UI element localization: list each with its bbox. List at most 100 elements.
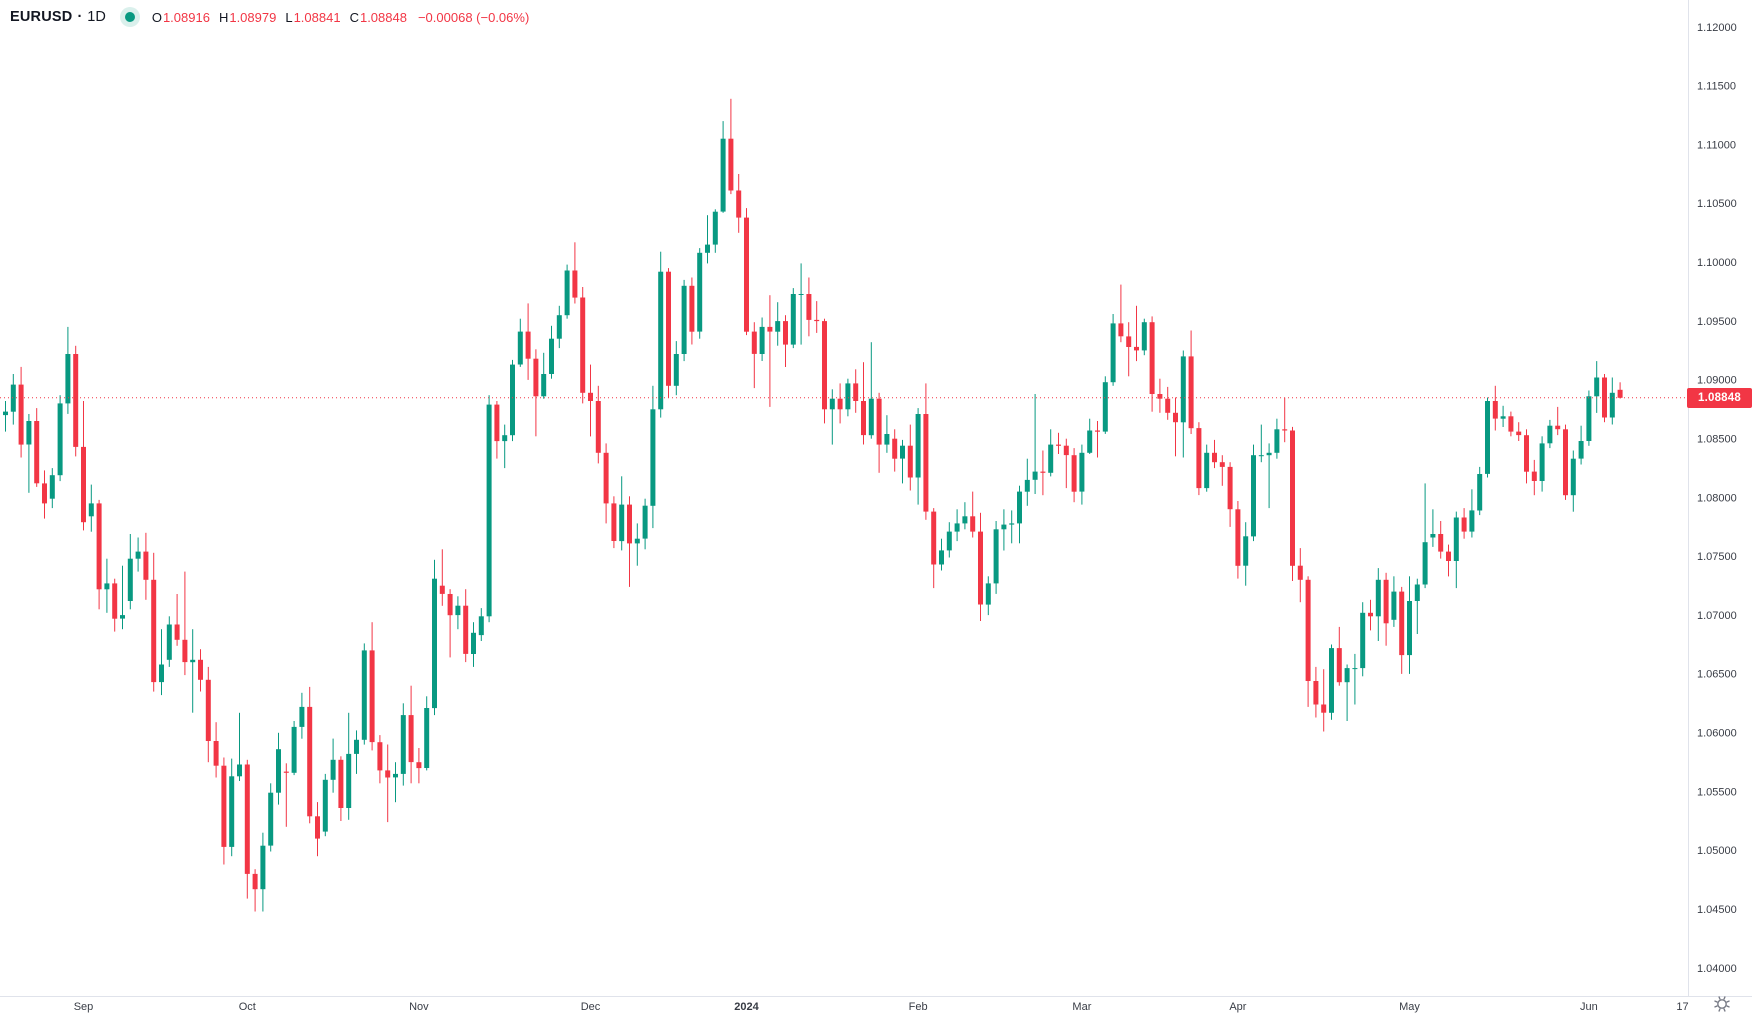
candle: [1422, 483, 1428, 589]
candle: [346, 712, 352, 820]
candle: [330, 738, 336, 793]
candle: [603, 443, 609, 524]
candle: [502, 424, 508, 469]
time-tick-label: Nov: [409, 1001, 429, 1013]
candle: [962, 502, 968, 530]
price-tick-label: 1.06000: [1697, 728, 1737, 740]
candle: [49, 468, 55, 509]
candle: [190, 629, 196, 713]
candle: [946, 522, 952, 558]
candle: [182, 571, 188, 676]
market-status-icon[interactable]: [119, 7, 140, 27]
candle: [1165, 386, 1171, 420]
gear-icon: [1714, 996, 1730, 1012]
candle: [151, 552, 157, 692]
axis-borders: [0, 0, 1752, 997]
price-tick-label: 1.08500: [1697, 434, 1737, 446]
candle: [361, 643, 367, 745]
candle: [759, 317, 765, 361]
candle: [1290, 426, 1295, 581]
last-price-label: 1.08848: [1687, 388, 1752, 408]
candle: [1149, 316, 1155, 412]
candle: [104, 558, 110, 613]
candle: [120, 565, 125, 630]
price-axis-labels[interactable]: 1.12000 1.11500 1.11000 1.10500 1.10000 1.095…: [1697, 22, 1737, 975]
candle: [744, 208, 749, 336]
candle: [1594, 361, 1600, 413]
candle: [1516, 422, 1522, 441]
candle: [57, 395, 63, 482]
candle: [3, 401, 8, 432]
candle: [697, 248, 703, 339]
candle: [1344, 664, 1350, 721]
candle: [283, 763, 289, 827]
candle: [1446, 544, 1451, 577]
candle: [1118, 284, 1124, 343]
candle: [463, 589, 469, 663]
candle: [1352, 653, 1358, 705]
candle: [1258, 424, 1264, 463]
candle: [790, 288, 796, 349]
candle: [424, 696, 430, 771]
candle: [1040, 450, 1046, 496]
candle: [432, 559, 437, 716]
candle: [993, 521, 999, 594]
candle: [486, 395, 492, 623]
candle: [1368, 599, 1373, 631]
candle: [112, 578, 118, 632]
price-tick-label: 1.07500: [1697, 551, 1737, 563]
candle: [923, 383, 929, 520]
candle: [712, 209, 718, 253]
candle: [1375, 568, 1381, 641]
candle: [174, 594, 180, 646]
price-tick-label: 1.12000: [1697, 22, 1737, 34]
candle: [1032, 394, 1038, 494]
candle: [892, 429, 898, 472]
candle: [541, 352, 547, 399]
candle: [1555, 406, 1561, 436]
candle: [1391, 576, 1397, 627]
price-tick-label: 1.05500: [1697, 786, 1737, 798]
candle: [1024, 458, 1030, 506]
candle: [478, 608, 484, 641]
candle: [1524, 429, 1529, 484]
chart-legend: EURUSD · 1D O1.08916 H1.08979 L1.08841 C…: [10, 6, 529, 28]
candle: [564, 264, 570, 319]
candle: [439, 549, 445, 606]
candle: [377, 735, 383, 784]
candle: [299, 692, 305, 739]
candle: [1578, 425, 1584, 465]
candle: [1243, 522, 1249, 586]
candle: [907, 424, 913, 491]
symbol-name[interactable]: EURUSD: [10, 9, 73, 25]
price-tick-label: 1.11000: [1697, 139, 1736, 151]
candle: [861, 362, 866, 445]
candle: [400, 703, 406, 786]
candle: [291, 721, 297, 776]
candle: [1469, 489, 1475, 538]
candle: [213, 722, 219, 778]
candle: [393, 762, 398, 803]
candle: [900, 439, 905, 484]
time-axis-labels[interactable]: Sep Oct Nov Dec 2024 Feb Mar Apr May Jun 17: [74, 1001, 1689, 1013]
candle: [1414, 578, 1420, 634]
candle: [876, 392, 882, 473]
ohlc-open: O1.08916: [151, 9, 210, 25]
candle: [88, 484, 94, 532]
candle: [494, 401, 500, 459]
candle: [1609, 377, 1615, 425]
candle: [408, 685, 414, 784]
ohlc-close: C1.08848: [349, 9, 407, 25]
price-tick-label: 1.05000: [1697, 845, 1737, 857]
time-tick-label: Dec: [581, 1001, 601, 1013]
timeframe-label[interactable]: 1D: [87, 9, 106, 25]
candle: [1547, 419, 1553, 449]
timescale-settings-button[interactable]: [1712, 994, 1732, 1014]
candle: [931, 508, 937, 589]
candle: [1102, 376, 1108, 434]
candle: [1235, 501, 1241, 579]
candle: [1485, 397, 1490, 478]
candle: [244, 759, 250, 899]
